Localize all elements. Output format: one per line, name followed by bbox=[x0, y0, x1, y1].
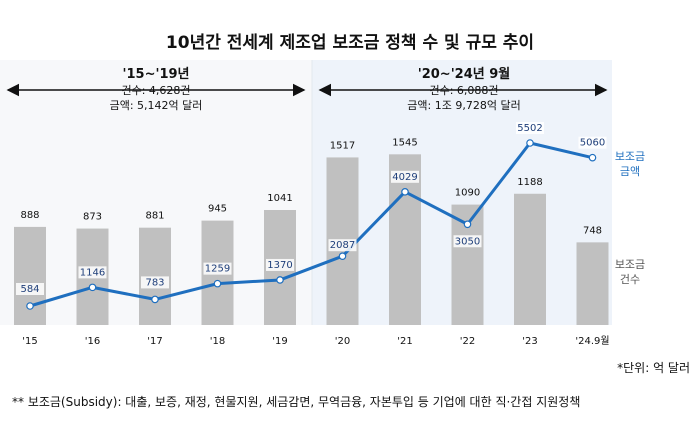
unit-note: *단위: 억 달러 bbox=[617, 361, 690, 375]
line-point-1 bbox=[88, 283, 97, 292]
line-value-label-bg-3 bbox=[203, 262, 232, 275]
legend-bar-1: 보조금 bbox=[615, 258, 645, 271]
bar-2 bbox=[139, 227, 171, 325]
line-value-label-2: 783 bbox=[145, 277, 164, 288]
line-value-label-bg-0 bbox=[16, 283, 44, 295]
period-left-label: '15~'19년 bbox=[123, 67, 190, 82]
line-value-label-bg-6 bbox=[391, 170, 419, 183]
line-value-label-8: 5502 bbox=[517, 123, 542, 134]
x-tick-4: '19 bbox=[272, 336, 287, 347]
line-value-label-0: 584 bbox=[20, 284, 39, 295]
line-value-label-bg-2 bbox=[141, 276, 169, 289]
bar-9 bbox=[576, 242, 609, 325]
line-value-label-bg-1 bbox=[78, 266, 107, 279]
legend-line-2: 금액 bbox=[620, 165, 640, 178]
bar-value-label-5: 1517 bbox=[330, 140, 355, 151]
line-point-9 bbox=[588, 153, 597, 162]
bar-value-label-6: 1545 bbox=[392, 137, 417, 148]
bar-value-label-8: 1188 bbox=[517, 177, 542, 188]
bar-0 bbox=[14, 226, 46, 325]
bar-value-label-0: 888 bbox=[20, 210, 39, 221]
line-value-label-1: 1146 bbox=[80, 267, 105, 278]
line-point-4 bbox=[276, 276, 284, 284]
line-value-label-5: 2087 bbox=[330, 240, 355, 251]
period-right: '20~'24년 9월 건수: 6,088건 금액: 1조 9,728억 달러 bbox=[318, 66, 608, 112]
bar-8 bbox=[514, 193, 546, 325]
line-point-7 bbox=[463, 220, 472, 229]
line-value-label-bg-9 bbox=[578, 136, 607, 149]
line-value-label-9: 5060 bbox=[580, 138, 605, 149]
line-series: 584 1146 783 1259 1370 2087 4029 3050 5502 5060 bbox=[16, 122, 607, 310]
x-tick-9: '24.9월 bbox=[575, 335, 609, 347]
legend-line-1: 보조금 bbox=[615, 150, 645, 163]
bar-value-label-9: 748 bbox=[583, 225, 602, 236]
x-tick-0: '15 bbox=[22, 336, 37, 347]
line-point-3 bbox=[213, 279, 222, 288]
amount-line bbox=[29, 141, 593, 308]
bar-value-label-4: 1041 bbox=[267, 193, 292, 204]
chart-title: 10년간 전세계 제조업 보조금 정책 수 및 규모 추이 bbox=[166, 33, 534, 53]
bar-value-label-1: 873 bbox=[83, 212, 102, 223]
line-value-label-4: 1370 bbox=[267, 260, 292, 271]
line-value-label-3: 1259 bbox=[205, 264, 230, 275]
line-point-0 bbox=[26, 302, 34, 310]
x-tick-2: '17 bbox=[147, 336, 162, 347]
line-value-label-bg-4 bbox=[266, 258, 294, 271]
bar-value-label-7: 1090 bbox=[455, 188, 480, 199]
line-value-label-7: 3050 bbox=[455, 236, 480, 247]
line-point-8 bbox=[526, 139, 534, 147]
line-value-label-6: 4029 bbox=[392, 172, 417, 183]
line-value-label-bg-8 bbox=[516, 122, 544, 134]
footnote: ** 보조금(Subsidy): 대출, 보증, 재정, 현물지원, 세금감면,… bbox=[12, 394, 580, 409]
bar-value-label-3: 945 bbox=[208, 204, 227, 215]
x-tick-7: '22 bbox=[460, 336, 475, 347]
line-value-label-bg-7 bbox=[453, 235, 482, 248]
legend-bar-2: 건수 bbox=[620, 273, 640, 286]
period-right-amount: 금액: 1조 9,728억 달러 bbox=[407, 99, 520, 112]
line-point-5 bbox=[338, 252, 347, 260]
line-value-label-bg-5 bbox=[328, 239, 357, 252]
x-tick-6: '21 bbox=[397, 336, 412, 347]
x-tick-3: '18 bbox=[210, 336, 225, 347]
x-tick-8: '23 bbox=[522, 336, 537, 347]
line-point-6 bbox=[401, 188, 409, 196]
period-left-amount: 금액: 5,142억 달러 bbox=[110, 99, 203, 112]
bar-value-label-2: 881 bbox=[145, 211, 164, 222]
x-axis-ticks: '15 '16 '17 '18 '19 '20 '21 '22 '23 '24.9월 bbox=[22, 335, 609, 347]
x-tick-5: '20 bbox=[335, 336, 350, 347]
bar-labels: 888 873 881 945 1041 1517 1545 1090 1188 748 bbox=[20, 137, 602, 236]
period-right-label: '20~'24년 9월 bbox=[418, 66, 511, 82]
line-point-2 bbox=[151, 295, 159, 304]
x-tick-1: '16 bbox=[85, 336, 100, 347]
period-left: '15~'19년 건수: 4,628건 금액: 5,142억 달러 bbox=[6, 67, 306, 112]
